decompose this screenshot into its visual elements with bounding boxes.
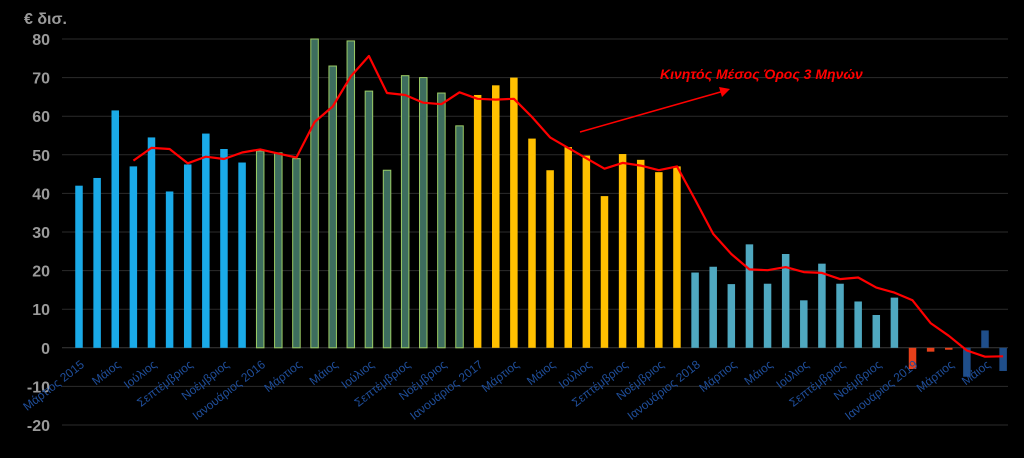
bar [328, 65, 337, 349]
y-tick-label: -20 [27, 418, 50, 435]
bar [274, 152, 283, 349]
bar [455, 125, 464, 349]
bar [926, 347, 935, 352]
bar [473, 94, 482, 348]
bar [745, 244, 754, 348]
bar [310, 38, 319, 349]
x-tick-label: Μάιος [307, 357, 341, 388]
y-tick-label: 20 [32, 264, 50, 281]
bar [945, 347, 953, 350]
y-tick-label: 40 [32, 186, 50, 203]
unit-label: € δισ. [24, 11, 67, 28]
bar [618, 154, 627, 348]
bar [854, 301, 862, 348]
x-tick-label: Μάρτιος [914, 357, 957, 395]
bar [129, 166, 138, 348]
arrow-shaft [579, 90, 725, 133]
bar [600, 196, 609, 348]
y-tick-label: -10 [27, 379, 50, 396]
bar [220, 149, 228, 348]
bar [292, 158, 301, 349]
bar [981, 330, 989, 348]
y-tick-label: 80 [32, 32, 50, 49]
moving-average-annotation: Κινητός Μέσος Όρος 3 Μηνών [660, 66, 863, 82]
bar [872, 314, 881, 348]
bar [93, 177, 101, 348]
annotation-arrow [579, 87, 730, 133]
moving-average-line [132, 54, 1004, 358]
x-tick-label: Μάρτιος [479, 357, 522, 395]
bar [655, 172, 663, 348]
x-tick-label: Μάρτιος [696, 357, 739, 395]
bar [111, 110, 119, 348]
bar [492, 85, 500, 348]
bar [528, 138, 536, 348]
x-tick-label: Μάρτιος [261, 357, 304, 395]
bar [890, 297, 899, 348]
bar [963, 347, 971, 377]
bar [202, 133, 210, 348]
bar [419, 77, 428, 349]
bar [709, 266, 717, 348]
x-tick-label: Μάιος [524, 357, 558, 388]
bar [364, 90, 374, 349]
bar [437, 92, 446, 349]
bar [818, 263, 826, 348]
bar [510, 77, 518, 348]
x-tick-label: Μάιος [89, 357, 123, 388]
arrow-head [719, 87, 730, 97]
bar [763, 283, 772, 348]
bar [255, 150, 265, 349]
y-tick-label: 30 [32, 225, 50, 242]
x-axis-ticks: Μάρτιος 2015 ΜάιοςΙούλιοςΣεπτέμβριοςΝοέμβ… [20, 357, 993, 423]
y-tick-label: 10 [32, 302, 50, 319]
bar [400, 75, 410, 349]
bar [781, 254, 790, 348]
y-axis-ticks: -20 -10 0 10 20 30 40 50 60 70 80 [27, 32, 50, 435]
bar [183, 164, 192, 348]
bar [546, 170, 554, 348]
bar [908, 347, 917, 370]
bar [727, 284, 736, 348]
bar [346, 40, 356, 349]
bar [147, 137, 156, 348]
bar [836, 283, 844, 348]
bar [165, 191, 174, 348]
bar [382, 169, 392, 349]
bar [75, 185, 83, 348]
bar [238, 162, 246, 348]
bar [673, 166, 681, 348]
y-tick-label: 70 [32, 71, 50, 88]
bars [75, 38, 1007, 377]
bar [999, 347, 1007, 371]
y-tick-label: 50 [32, 148, 50, 165]
bar [582, 155, 591, 348]
y-tick-label: 0 [41, 341, 50, 358]
bar [691, 272, 699, 348]
moving-average-series [132, 54, 1004, 358]
bar [636, 159, 645, 348]
bar [564, 147, 572, 348]
y-tick-label: 60 [32, 109, 50, 126]
bar [800, 300, 808, 348]
x-tick-label: Μάιος [742, 357, 776, 388]
